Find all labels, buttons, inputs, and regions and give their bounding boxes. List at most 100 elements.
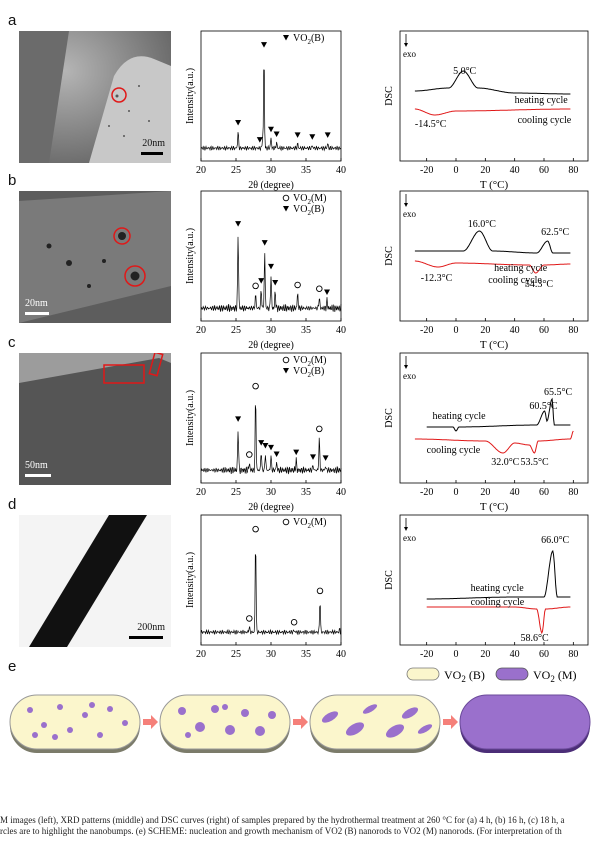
xrd-chart-b: VO2(M)VO2(B) 20 25 30 35 40 2θ (degree) Intensi… — [185, 190, 346, 351]
dsc-ylabel: DSC — [384, 570, 395, 590]
xrd-peak-marker-triangle — [273, 131, 280, 137]
scale-label-b: 20nm — [25, 298, 48, 309]
exo-label: exo — [403, 49, 416, 59]
transition-arrow-head — [151, 715, 158, 729]
dsc-heating-curve — [426, 397, 571, 432]
xrd-tick-label: 35 — [301, 165, 311, 176]
dsc-chart-a: -20 0 20 40 60 80 T (°C) DSC exo heating cycle coo… — [384, 30, 589, 191]
vo2-m-nucleus — [255, 726, 265, 736]
xrd-ylabel: Intensity(a.u.) — [185, 68, 196, 124]
xrd-peak-marker-circle — [290, 619, 298, 626]
exo-label: exo — [403, 371, 416, 381]
exo-arrow-head — [404, 365, 408, 369]
dsc-frame — [399, 514, 589, 646]
vo2-m-nucleus — [57, 704, 63, 710]
nanorod-stage-4 — [459, 694, 591, 750]
vo2-m-nucleus — [178, 707, 186, 715]
legend-label-vo2-b: VO2 (B) — [444, 668, 485, 684]
xrd-xlabel: 2θ (degree) — [248, 502, 294, 513]
vo2-m-nucleus — [345, 722, 365, 736]
xrd-legend-marker — [282, 194, 290, 202]
xrd-chart-a: VO2(B) 20 25 30 35 40 2θ (degree) Intensity(a.u… — [185, 30, 346, 191]
xrd-ylabel: Intensity(a.u.) — [185, 552, 196, 608]
dsc-cooling-label: cooling cycle — [488, 275, 542, 286]
vo2-m-nucleus — [268, 711, 276, 719]
xrd-tick-label: 25 — [231, 649, 241, 660]
xrd-legend-marker — [283, 206, 289, 212]
dsc-tick-label: -20 — [420, 487, 433, 498]
xrd-peak-marker-triangle — [235, 416, 242, 422]
dsc-heating-label: heating cycle — [471, 583, 525, 594]
xrd-tick-label: 35 — [301, 487, 311, 498]
xrd-chart-c: VO2(M)VO2(B) 20 25 30 35 40 2θ (degree) Intensi… — [185, 352, 346, 513]
vo2-m-nucleus — [401, 707, 419, 719]
exo-arrow-head — [404, 203, 408, 207]
caption-line-1: M images (left), XRD patterns (middle) a… — [0, 815, 565, 825]
transition-arrow-head — [301, 715, 308, 729]
nanorod — [19, 191, 171, 323]
dsc-tick-label: 80 — [568, 487, 578, 498]
vo2-m-nucleus — [321, 711, 339, 723]
xrd-peak-marker-triangle — [261, 240, 268, 246]
dsc-annotation: 65.5°C — [544, 387, 572, 398]
dsc-tick-label: 0 — [454, 649, 459, 660]
dsc-frame — [399, 190, 589, 322]
highlight-circle — [111, 87, 127, 103]
xrd-peak-marker-circle — [246, 451, 253, 458]
tem-image-a-drawing — [19, 31, 171, 163]
dsc-tick-label: 40 — [510, 165, 520, 176]
dsc-heating-label: heating cycle — [515, 95, 569, 106]
dsc-annotation: 16.0°C — [468, 219, 496, 230]
xrd-trace — [200, 236, 342, 313]
xrd-legend-marker — [282, 518, 290, 526]
xrd-peak-marker-triangle — [294, 132, 301, 138]
dsc-annotation: -12.3°C — [421, 273, 453, 284]
xrd-peak-marker-circle — [252, 282, 259, 290]
xrd-peak-marker-triangle — [322, 455, 329, 461]
xrd-peak-marker-triangle — [272, 280, 279, 286]
dsc-xlabel: T (°C) — [480, 501, 509, 513]
xrd-legend-marker — [282, 356, 290, 364]
xrd-peak-marker-triangle — [293, 449, 300, 456]
scale-label-d: 200nm — [137, 622, 165, 633]
xrd-peak-marker-triangle — [235, 120, 242, 126]
xrd-peak-marker-triangle — [256, 137, 263, 143]
caption-line-2: rcles are to highlight the nanobumps. (e… — [0, 826, 562, 836]
exo-arrow-head — [404, 43, 408, 47]
tem-image-d-drawing — [19, 515, 171, 647]
tem-image-c-drawing — [19, 353, 171, 485]
dsc-tick-label: 40 — [510, 487, 520, 498]
nanorod — [89, 56, 171, 163]
dsc-cooling-label: cooling cycle — [427, 445, 481, 456]
nanorod-stage-1 — [9, 694, 141, 750]
xrd-peak-marker-triangle — [324, 132, 331, 138]
dsc-tick-label: 0 — [454, 165, 459, 176]
xrd-legend-label: VO2(M) — [293, 517, 327, 530]
dsc-tick-label: 20 — [480, 649, 490, 660]
nanorod-stage-2 — [159, 694, 291, 750]
vo2-m-nucleus — [222, 704, 228, 710]
panel-letter-d: d — [8, 496, 17, 513]
dsc-heating-label: heating cycle — [433, 411, 487, 422]
xrd-peak-marker-triangle — [268, 263, 274, 270]
xrd-peak-marker-circle — [316, 285, 323, 293]
xrd-tick-label: 20 — [196, 325, 206, 336]
vo2-m-nucleus — [32, 732, 38, 738]
dsc-chart-b: -20 0 20 40 60 80 T (°C) DSC exo heating cyclecoo… — [384, 190, 589, 351]
dsc-tick-label: 40 — [510, 649, 520, 660]
xrd-tick-label: 20 — [196, 165, 206, 176]
vo2-m-nucleus — [241, 709, 249, 717]
vo2-m-nucleus — [122, 720, 128, 726]
xrd-trace — [201, 69, 342, 152]
tem-image-d: 200nm — [19, 515, 171, 647]
dsc-ylabel: DSC — [384, 246, 395, 266]
xrd-peak-marker-triangle — [258, 278, 265, 284]
xrd-xlabel: 2θ (degree) — [248, 180, 294, 191]
figure-caption: M images (left), XRD patterns (middle) a… — [0, 815, 601, 837]
xrd-peak-marker-circle — [252, 525, 259, 533]
dsc-chart-c: -20 0 20 40 60 80 T (°C) DSC exo heating cycle coo… — [384, 352, 589, 513]
dsc-frame — [399, 30, 589, 162]
vo2-m-nucleus — [385, 724, 405, 738]
dsc-annotation: 5.0°C — [453, 66, 476, 77]
